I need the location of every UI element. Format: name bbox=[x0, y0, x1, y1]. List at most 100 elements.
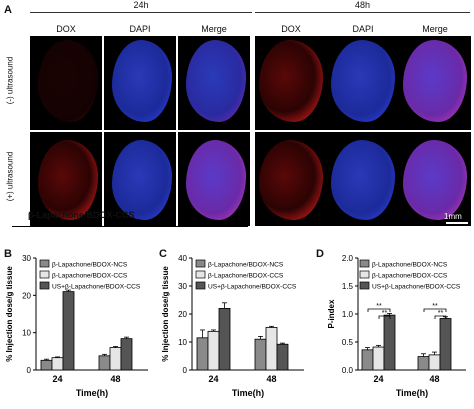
tissue-section bbox=[186, 40, 246, 122]
group-24h-rule bbox=[30, 12, 252, 13]
y-axis-label: % Injection dose/g tissue bbox=[161, 266, 170, 362]
y-tick-label: 0 bbox=[27, 366, 32, 375]
significance-bracket bbox=[423, 308, 447, 312]
legend-swatch bbox=[195, 270, 206, 279]
tile-merge-24-plus-us bbox=[178, 132, 250, 226]
group-48h-header: 48h bbox=[354, 0, 371, 10]
col-header-merge-24: Merge bbox=[201, 24, 227, 34]
legend-swatch bbox=[195, 259, 206, 268]
bar bbox=[120, 338, 133, 371]
legend-label: US+β-Lapachone/BDOX-CCS bbox=[52, 284, 141, 291]
x-tick-label: 48 bbox=[429, 374, 439, 384]
y-tick-label: 0.0 bbox=[342, 366, 354, 375]
tissue-section bbox=[112, 40, 172, 122]
tissue-section bbox=[259, 40, 323, 122]
bar bbox=[428, 354, 441, 371]
scale-bar-label: 1mm bbox=[444, 212, 462, 221]
y-tick-label: 10 bbox=[22, 329, 31, 338]
tissue-section bbox=[38, 40, 98, 122]
col-header-dapi-24: DAPI bbox=[129, 24, 151, 34]
tissue-section bbox=[112, 140, 172, 220]
chart-d: 0.0 0.5 1.0 1.5 2.0 P-index Time(h) 24 48 β-Lapac… bbox=[327, 254, 466, 398]
legend-label: β-Lapachone/BDOX-NCS bbox=[52, 262, 128, 269]
tissue-section bbox=[331, 140, 395, 220]
chart-c: 0 10 20 30 40 % Injection dose/g tissue Time(h… bbox=[161, 254, 304, 398]
legend-swatch bbox=[359, 270, 370, 279]
y-axis-label: P-index bbox=[327, 299, 336, 328]
scale-bar bbox=[446, 222, 468, 224]
x-tick-label: 24 bbox=[373, 374, 383, 384]
bar bbox=[254, 338, 267, 371]
panel-b-label: B bbox=[4, 248, 12, 260]
tile-dapi-48-plus-us bbox=[327, 132, 399, 226]
y-tick-label: 0 bbox=[183, 366, 188, 375]
legend-label: US+β-Lapachone/BDOX-CCS bbox=[372, 284, 461, 291]
x-tick-label: 48 bbox=[266, 374, 276, 384]
bar bbox=[98, 355, 111, 371]
bar bbox=[383, 314, 396, 371]
significance-marker: ** bbox=[438, 310, 444, 317]
legend-label: β-Lapachone/BDOX-CCS bbox=[52, 273, 128, 280]
tile-merge-24-minus-us bbox=[178, 36, 250, 130]
x-axis-label: Time(h) bbox=[232, 388, 264, 398]
tissue-section bbox=[186, 140, 246, 220]
significance-marker: ** bbox=[382, 310, 388, 317]
x-tick-label: 48 bbox=[110, 374, 120, 384]
y-tick-label: 2.0 bbox=[342, 254, 354, 263]
bar bbox=[218, 308, 231, 371]
bar bbox=[276, 343, 289, 371]
significance-marker: ** bbox=[376, 303, 382, 310]
bar bbox=[361, 349, 374, 371]
col-header-dox-24: DOX bbox=[56, 24, 76, 34]
significance-bracket bbox=[434, 315, 447, 319]
x-axis-label: Time(h) bbox=[76, 388, 108, 398]
bar bbox=[439, 318, 452, 371]
legend-label: β-Lapachone/BDOX-NCS bbox=[372, 262, 448, 269]
col-header-merge-48: Merge bbox=[422, 24, 448, 34]
bar bbox=[207, 330, 220, 371]
legend-swatch bbox=[39, 281, 50, 290]
legend-label: US+β-Lapachone/BDOX-CCS bbox=[208, 284, 297, 291]
bar bbox=[51, 357, 64, 371]
significance-bracket bbox=[378, 315, 391, 319]
significance-bracket bbox=[367, 308, 391, 312]
y-tick-label: 30 bbox=[22, 254, 31, 263]
tissue-section bbox=[403, 40, 467, 122]
bar bbox=[109, 347, 122, 371]
bar bbox=[196, 337, 209, 371]
col-header-dapi-48: DAPI bbox=[352, 24, 374, 34]
legend-label: β-Lapachone/BDOX-CCS bbox=[372, 273, 448, 280]
bar bbox=[417, 356, 430, 371]
tile-dapi-24-minus-us bbox=[104, 36, 176, 130]
tissue-section bbox=[259, 140, 323, 220]
legend-swatch bbox=[39, 270, 50, 279]
tile-dox-48-minus-us bbox=[255, 36, 327, 130]
tile-merge-48-plus-us bbox=[399, 132, 471, 226]
bar bbox=[40, 359, 53, 371]
y-tick-label: 0.5 bbox=[342, 338, 354, 347]
legend-swatch bbox=[39, 259, 50, 268]
y-tick-label: 10 bbox=[178, 338, 187, 347]
legend-swatch bbox=[359, 281, 370, 290]
tile-dox-48-plus-us bbox=[255, 132, 327, 226]
significance-marker: ** bbox=[432, 303, 438, 310]
bar bbox=[62, 291, 75, 371]
y-tick-label: 20 bbox=[178, 310, 187, 319]
y-tick-label: 1.0 bbox=[342, 310, 354, 319]
y-axis-label: % Injection dose/g tissue bbox=[5, 266, 14, 362]
col-header-dox-48: DOX bbox=[281, 24, 301, 34]
group-24h-header: 24h bbox=[133, 0, 149, 10]
legend-swatch bbox=[195, 281, 206, 290]
tissue-section bbox=[38, 140, 98, 220]
bar bbox=[372, 346, 385, 371]
tile-dapi-24-plus-us bbox=[104, 132, 176, 226]
group-label: β-Lapachone/BDOX-CCS bbox=[28, 210, 135, 220]
tissue-section bbox=[403, 140, 467, 220]
y-tick-label: 20 bbox=[22, 291, 31, 300]
legend-label: β-Lapachone/BDOX-NCS bbox=[208, 262, 284, 269]
panel-d-label: D bbox=[316, 248, 324, 260]
panel-c-label: C bbox=[159, 248, 167, 260]
x-tick-label: 24 bbox=[52, 374, 62, 384]
legend-label: β-Lapachone/BDOX-CCS bbox=[208, 273, 284, 280]
x-axis-label: Time(h) bbox=[396, 388, 428, 398]
